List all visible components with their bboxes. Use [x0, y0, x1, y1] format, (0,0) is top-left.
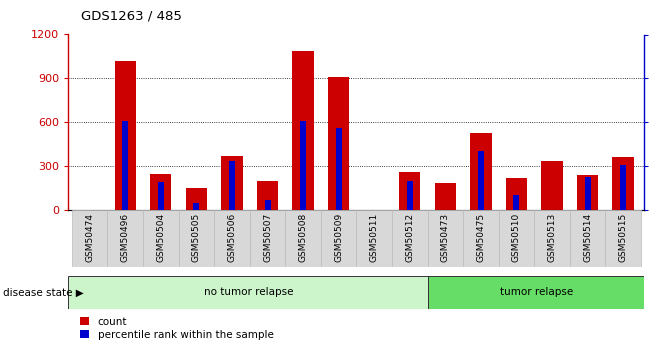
Bar: [115, 61, 136, 210]
Bar: [428, 276, 644, 309]
Bar: [514, 195, 519, 210]
Text: GSM50511: GSM50511: [370, 213, 379, 262]
Text: GSM50473: GSM50473: [441, 213, 450, 262]
Bar: [221, 156, 243, 210]
Bar: [499, 210, 534, 267]
Text: GSM50507: GSM50507: [263, 213, 272, 262]
Text: GSM50509: GSM50509: [334, 213, 343, 262]
Bar: [264, 200, 271, 210]
Text: GSM50475: GSM50475: [477, 213, 486, 262]
Text: disease state ▶: disease state ▶: [3, 287, 84, 297]
Text: tumor relapse: tumor relapse: [500, 287, 573, 297]
Text: GDS1263 / 485: GDS1263 / 485: [81, 9, 182, 22]
Text: GSM50515: GSM50515: [618, 213, 628, 262]
Bar: [178, 210, 214, 267]
Bar: [470, 133, 492, 210]
Bar: [542, 161, 562, 210]
Text: GSM50513: GSM50513: [547, 213, 557, 262]
Text: GSM50496: GSM50496: [120, 213, 130, 262]
Bar: [506, 178, 527, 210]
Bar: [570, 210, 605, 267]
Bar: [620, 165, 626, 210]
Bar: [150, 174, 171, 210]
Text: GSM50474: GSM50474: [85, 213, 94, 262]
Bar: [534, 210, 570, 267]
Text: GSM50505: GSM50505: [192, 213, 201, 262]
Bar: [407, 180, 413, 210]
Bar: [613, 157, 634, 210]
Bar: [214, 210, 250, 267]
Bar: [257, 181, 278, 210]
Bar: [577, 175, 598, 210]
Bar: [229, 161, 235, 210]
Bar: [72, 210, 107, 267]
Bar: [463, 210, 499, 267]
Text: no tumor relapse: no tumor relapse: [204, 287, 293, 297]
Bar: [336, 128, 342, 210]
Bar: [435, 183, 456, 210]
Bar: [585, 177, 590, 210]
Text: GSM50504: GSM50504: [156, 213, 165, 262]
Legend: count, percentile rank within the sample: count, percentile rank within the sample: [80, 317, 273, 340]
Bar: [143, 210, 178, 267]
Bar: [321, 210, 357, 267]
Text: GSM50512: GSM50512: [406, 213, 414, 262]
Bar: [392, 210, 428, 267]
Bar: [193, 204, 199, 210]
Bar: [300, 121, 306, 210]
Bar: [186, 188, 207, 210]
Text: GSM50506: GSM50506: [227, 213, 236, 262]
Bar: [285, 210, 321, 267]
Bar: [68, 276, 428, 309]
Bar: [399, 172, 421, 210]
Bar: [122, 121, 128, 210]
Bar: [428, 210, 463, 267]
Bar: [107, 210, 143, 267]
Bar: [357, 210, 392, 267]
Bar: [605, 210, 641, 267]
Text: GSM50514: GSM50514: [583, 213, 592, 262]
Bar: [478, 151, 484, 210]
Bar: [328, 77, 350, 210]
Text: GSM50510: GSM50510: [512, 213, 521, 262]
Bar: [158, 182, 164, 210]
Bar: [292, 51, 314, 210]
Bar: [250, 210, 285, 267]
Text: GSM50508: GSM50508: [299, 213, 307, 262]
